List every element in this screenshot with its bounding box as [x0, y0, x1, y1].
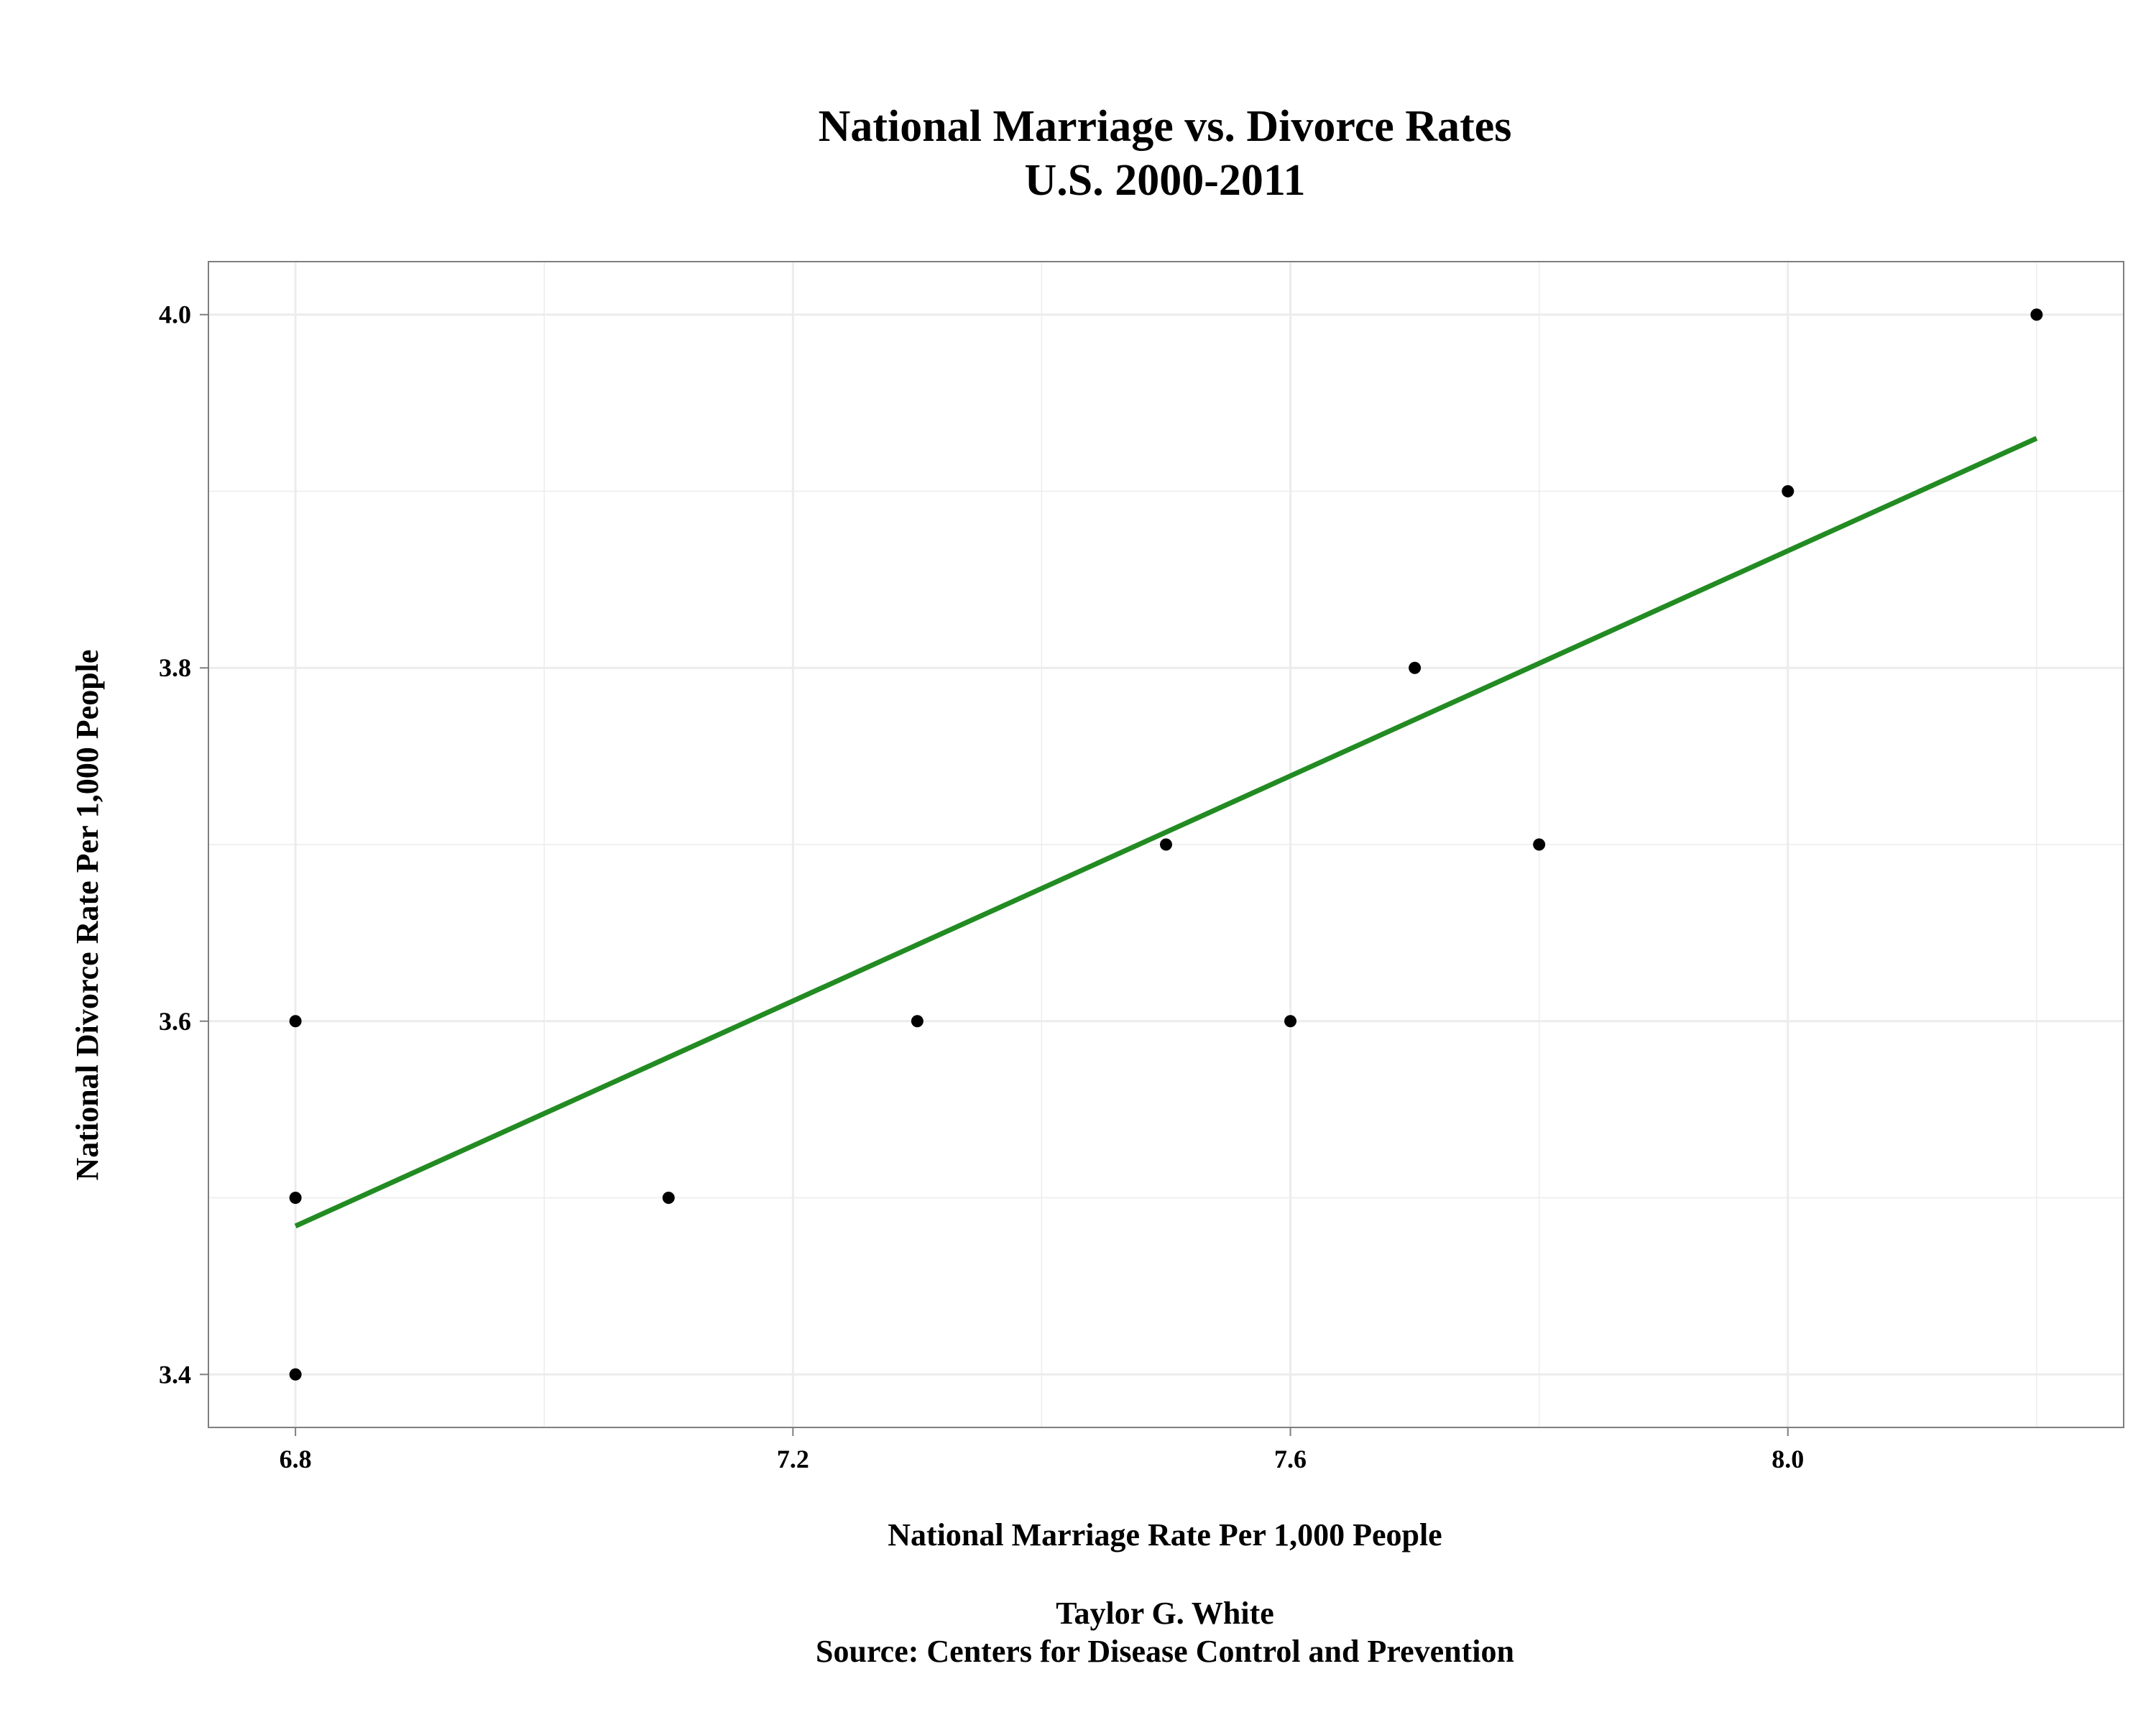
data-point: [1284, 1015, 1297, 1028]
y-tick-label: 4.0: [159, 300, 191, 329]
x-axis-title: National Marriage Rate Per 1,000 People: [888, 1517, 1442, 1552]
x-tick-label: 8.0: [1772, 1445, 1804, 1473]
data-point: [1409, 661, 1422, 674]
y-tick-label: 3.4: [159, 1360, 191, 1389]
data-point: [289, 1192, 302, 1205]
data-point: [911, 1015, 923, 1028]
data-point: [1160, 838, 1172, 851]
trend-line-layer: [294, 436, 2038, 1229]
data-point: [1533, 838, 1546, 851]
caption-source: Source: Centers for Disease Control and …: [816, 1634, 1514, 1669]
y-axis-ticks: 3.4 3.6 3.8 4.0: [159, 300, 208, 1389]
x-axis-ticks: 6.8 7.2 7.6 8.0: [280, 1427, 1804, 1473]
y-tick-label: 3.8: [159, 653, 191, 682]
data-points: [289, 308, 2043, 1381]
x-tick-label: 7.2: [777, 1445, 809, 1473]
data-point: [289, 1368, 302, 1381]
y-tick-label: 3.6: [159, 1007, 191, 1036]
y-axis-title: National Divorce Rate Per 1,000 People: [70, 650, 105, 1181]
chart-subtitle: U.S. 2000-2011: [1025, 156, 1306, 205]
x-tick-label: 7.6: [1274, 1445, 1307, 1473]
chart-title: National Marriage vs. Divorce Rates: [819, 102, 1512, 151]
caption-author: Taylor G. White: [1056, 1596, 1274, 1631]
plot-panel-border: [208, 261, 2124, 1428]
data-point: [2030, 308, 2043, 321]
data-point: [289, 1015, 302, 1028]
x-tick-label: 6.8: [280, 1445, 312, 1473]
linear-trend-line: [294, 436, 2038, 1229]
data-point: [1782, 484, 1795, 497]
data-point: [662, 1192, 675, 1205]
